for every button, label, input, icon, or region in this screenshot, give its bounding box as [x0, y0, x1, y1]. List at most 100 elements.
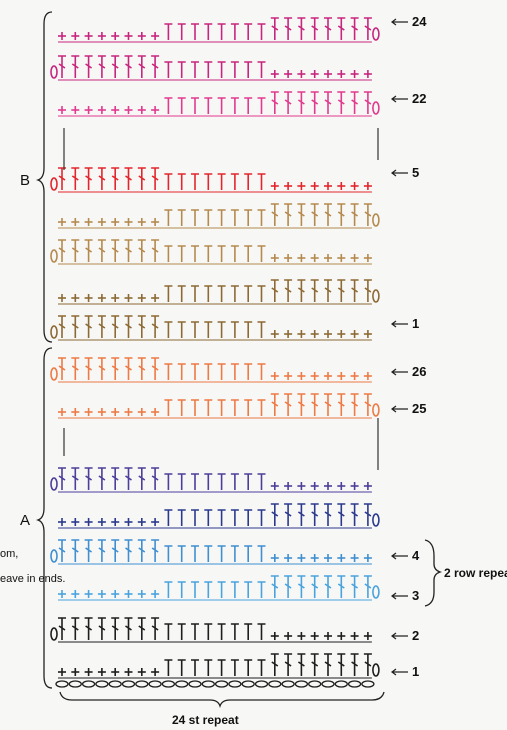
- dc-stitch: [297, 575, 306, 598]
- dc-stitch: [151, 617, 160, 640]
- turning-chain: [50, 177, 58, 191]
- dc-stitch: [58, 167, 66, 190]
- dc-stitch: [284, 575, 293, 598]
- hdc-stitch: [191, 321, 199, 338]
- hdc-stitch: [230, 473, 239, 490]
- dc-stitch: [111, 239, 120, 262]
- dc-stitch: [111, 55, 120, 78]
- chain-stitch: [281, 680, 295, 688]
- hdc-stitch: [230, 399, 239, 416]
- dc-stitch: [297, 279, 306, 302]
- hdc-stitch: [177, 173, 186, 190]
- dc-stitch: [284, 653, 293, 676]
- repeat-note: 2 row repeat: [444, 566, 507, 580]
- hdc-stitch: [217, 399, 226, 416]
- dc-stitch: [137, 357, 146, 380]
- chain-stitch: [228, 680, 242, 688]
- dc-stitch: [363, 203, 372, 226]
- hdc-stitch: [204, 61, 213, 78]
- hdc-stitch: [177, 545, 186, 562]
- hdc-stitch: [244, 23, 253, 40]
- dc-stitch: [58, 239, 66, 262]
- dc-stitch: [111, 467, 120, 490]
- dc-stitch: [284, 17, 293, 40]
- dc-stitch: [270, 279, 279, 302]
- hdc-stitch: [204, 321, 213, 338]
- dc-stitch: [137, 239, 146, 262]
- turning-chain: [50, 549, 58, 563]
- stitch-row: [58, 503, 380, 529]
- hdc-stitch: [230, 321, 239, 338]
- dc-stitch: [151, 167, 160, 190]
- dc-stitch: [270, 17, 279, 40]
- turning-chain: [50, 325, 58, 339]
- row-arrow: [391, 552, 408, 560]
- hdc-stitch: [204, 659, 213, 676]
- row-arrow: [391, 405, 408, 413]
- row-label-b1: 1: [412, 316, 419, 331]
- hdc-stitch: [191, 399, 199, 416]
- dc-stitch: [337, 279, 346, 302]
- hdc-stitch: [191, 659, 199, 676]
- hdc-stitch: [164, 473, 173, 490]
- hdc-stitch: [191, 473, 199, 490]
- hdc-stitch: [217, 209, 226, 226]
- hdc-stitch: [177, 23, 186, 40]
- dc-stitch: [297, 503, 306, 526]
- brace-stitch-repeat: [59, 691, 385, 709]
- hdc-stitch: [257, 545, 266, 562]
- chain-stitch: [308, 680, 322, 688]
- section-label-a: A: [20, 512, 30, 529]
- hdc-stitch: [257, 97, 266, 114]
- hdc-stitch: [217, 97, 226, 114]
- chain-stitch: [347, 680, 362, 688]
- dc-stitch: [284, 503, 293, 526]
- row-arrow: [391, 320, 408, 328]
- hdc-stitch: [204, 285, 213, 302]
- hdc-stitch: [244, 623, 253, 640]
- dc-stitch: [350, 91, 359, 114]
- dc-stitch: [324, 91, 332, 114]
- dc-stitch: [71, 55, 80, 78]
- chain-stitch: [81, 680, 96, 688]
- dc-stitch: [270, 503, 279, 526]
- dc-stitch: [324, 203, 332, 226]
- stitch-row: [58, 91, 380, 117]
- turning-chain: [372, 289, 380, 303]
- dc-stitch: [71, 539, 80, 562]
- hdc-stitch: [204, 209, 213, 226]
- hdc-stitch: [164, 321, 173, 338]
- hdc-stitch: [191, 285, 199, 302]
- dc-stitch: [97, 617, 106, 640]
- hdc-stitch: [230, 581, 239, 598]
- hdc-stitch: [257, 321, 266, 338]
- hdc-stitch: [244, 399, 253, 416]
- chain-stitch: [201, 680, 215, 688]
- dc-stitch: [71, 357, 80, 380]
- hdc-stitch: [244, 209, 253, 226]
- hdc-stitch: [244, 173, 253, 190]
- chain-stitch: [294, 680, 309, 688]
- hdc-stitch: [164, 659, 173, 676]
- hdc-stitch: [164, 23, 173, 40]
- hdc-stitch: [217, 581, 226, 598]
- row-label-24: 24: [412, 14, 427, 29]
- dc-stitch: [310, 653, 319, 676]
- hdc-stitch: [177, 321, 186, 338]
- dc-stitch: [124, 357, 133, 380]
- clipped-note-line-1: om,: [0, 548, 18, 560]
- dc-stitch: [270, 653, 279, 676]
- hdc-stitch: [177, 285, 186, 302]
- hdc-stitch: [177, 209, 186, 226]
- chain-stitch: [214, 680, 229, 688]
- row-arrow: [391, 632, 408, 640]
- hdc-stitch: [217, 23, 226, 40]
- hdc-stitch: [177, 61, 186, 78]
- dc-stitch: [84, 239, 93, 262]
- dc-stitch: [297, 393, 306, 416]
- dc-stitch: [350, 393, 359, 416]
- dc-stitch: [310, 575, 319, 598]
- stitch-row: [50, 167, 372, 193]
- dc-stitch: [337, 203, 346, 226]
- turning-chain: [50, 65, 58, 79]
